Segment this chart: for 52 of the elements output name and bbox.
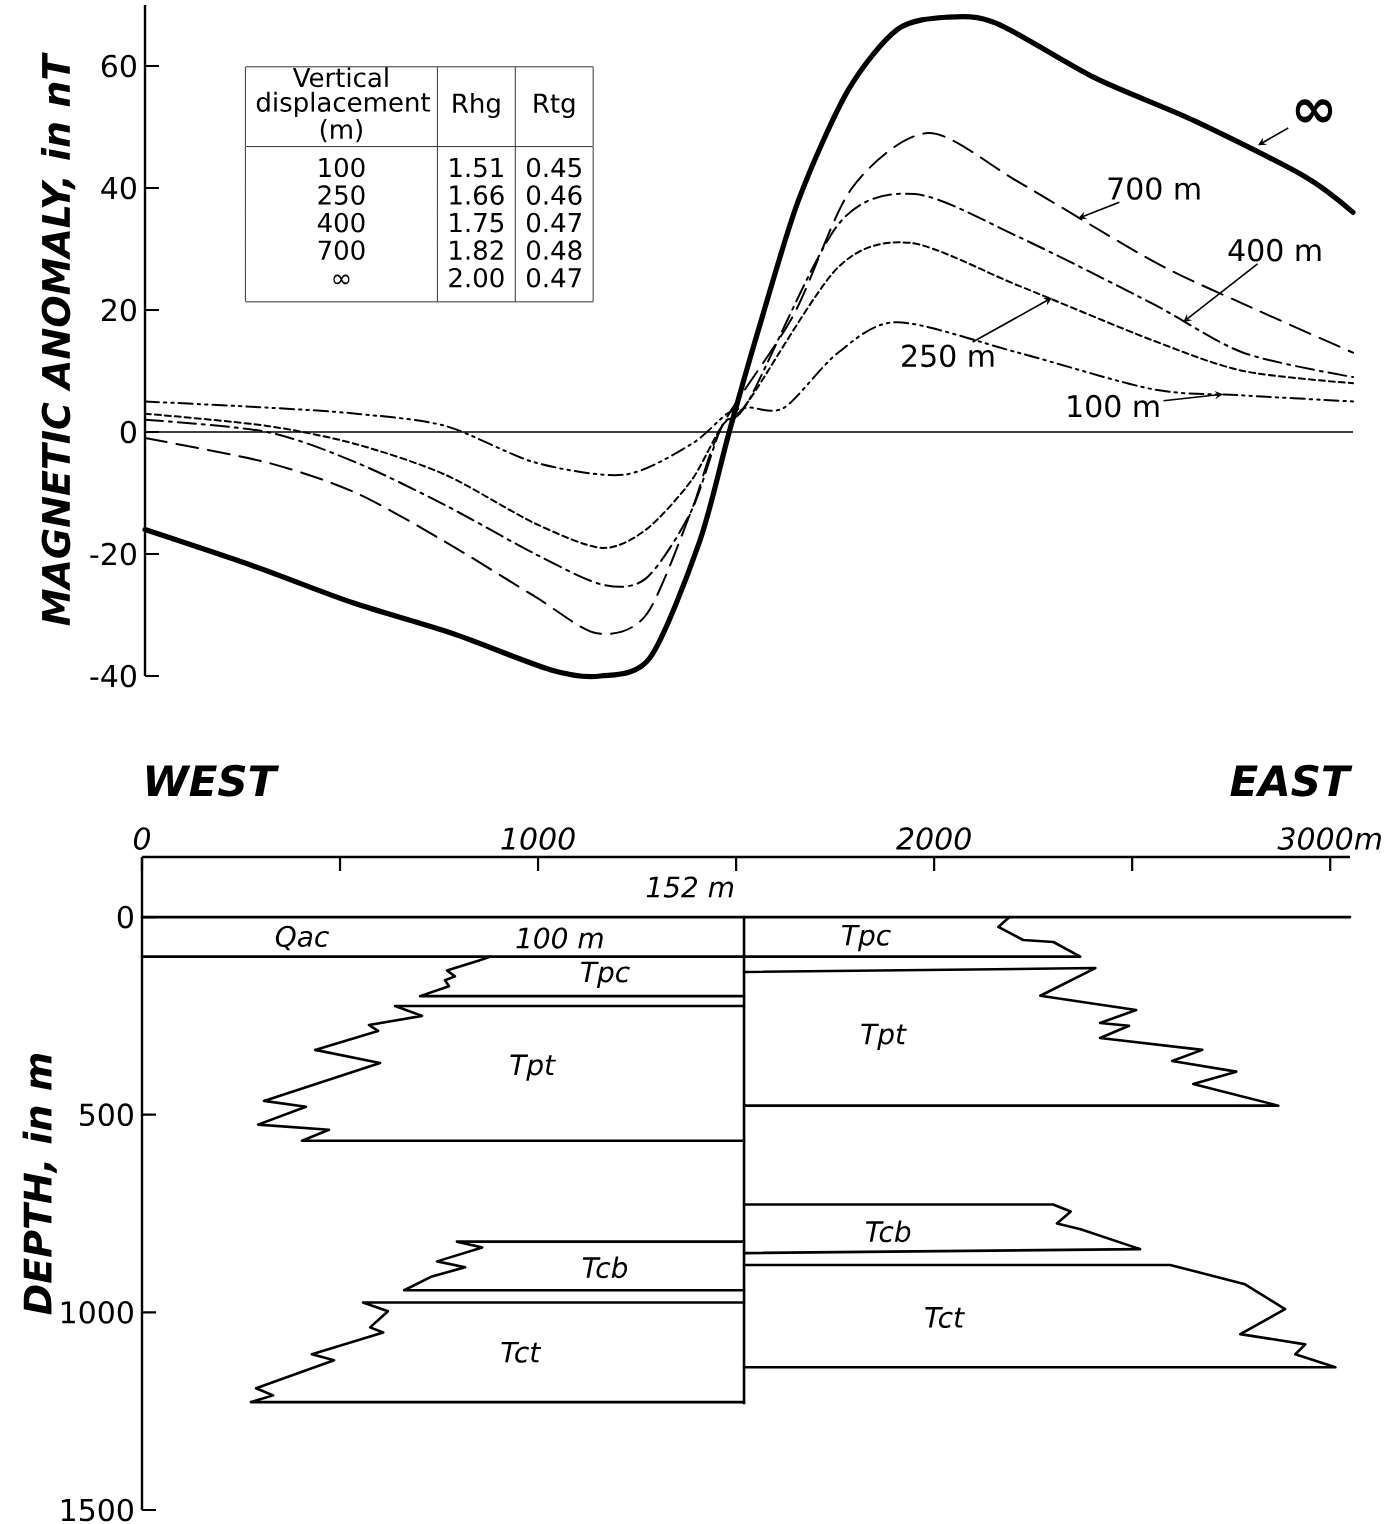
annotation: Tcb (582, 1256, 628, 1279)
annotation: 152 m (646, 876, 734, 898)
annotation: 100 m (516, 927, 603, 949)
annotation: 0.47 (527, 267, 581, 288)
y-tick-label: -20 (90, 542, 136, 566)
annotation: 700 (318, 240, 365, 261)
y-tick-label: 1000 (61, 1301, 133, 1324)
annotation: 400 (317, 212, 365, 233)
text: WEST (146, 764, 280, 797)
annotation: Rtg (534, 93, 575, 119)
annotation: 1.66 (450, 185, 504, 205)
annotation: 250 (318, 185, 365, 205)
annotation: Tct (925, 1307, 965, 1328)
annotation: 400 m (1228, 238, 1321, 262)
annotation: 100 (319, 157, 365, 178)
annotation: 0.46 (527, 185, 582, 205)
annotation: ∞ (1295, 99, 1333, 123)
annotation: 2.00 (449, 267, 504, 288)
annotation: 1.51 (450, 158, 503, 178)
y-tick-label: 40 (101, 176, 136, 200)
y-tick-label: 1500 (61, 1498, 133, 1522)
x-tick-label: 1000 (501, 827, 575, 850)
annotation: Tpt (861, 1023, 907, 1050)
annotation: 0.45 (527, 157, 581, 178)
annotation: 700 m (1108, 177, 1200, 200)
annotation: 250 m (902, 344, 994, 368)
annotation: Tpc (581, 961, 630, 988)
y-axis-title: MAGNETIC ANOMALY, in nT (40, 52, 76, 626)
annotation: 1.82 (450, 240, 503, 261)
y-tick-label: 60 (101, 54, 136, 78)
y-tick-label: 0 (117, 905, 133, 929)
x-tick-label: 0 (133, 827, 151, 850)
y-tick-label: 0 (120, 420, 136, 444)
y-tick-label: 20 (101, 298, 136, 322)
annotation: Tcb (865, 1220, 911, 1243)
annotation: 0.47 (527, 212, 581, 233)
annotation: Qac (275, 925, 329, 951)
annotation: 1.75 (450, 213, 504, 233)
y-tick-label: -40 (90, 664, 136, 688)
annotation: Tpt (510, 1054, 556, 1081)
annotation: ∞ (333, 274, 350, 285)
annotation: Tct (501, 1341, 542, 1363)
annotation: Vertical displacement (m) (256, 67, 431, 143)
annotation: 0.48 (527, 240, 582, 261)
x-tick-label: 3000m (1277, 827, 1381, 850)
x-tick-label: 2000 (896, 827, 971, 850)
annotation: Rhg (453, 92, 500, 119)
text: EAST (1230, 764, 1353, 797)
y-tick-label: 500 (79, 1103, 133, 1127)
annotation: Tpc (842, 924, 891, 952)
annotation: 100 m (1068, 394, 1159, 418)
y-axis-title: DEPTH, in m (22, 1053, 57, 1315)
